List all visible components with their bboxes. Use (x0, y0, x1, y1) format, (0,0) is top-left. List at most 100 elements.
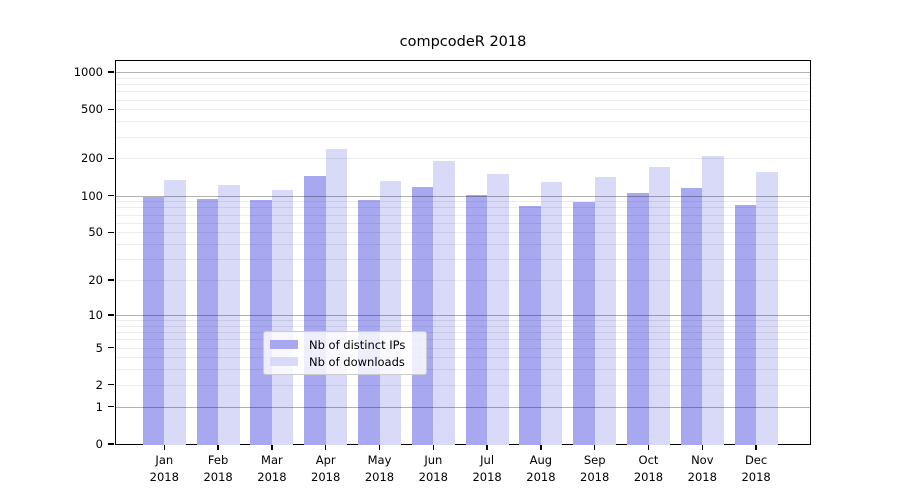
y-tick-label-200: 200 (81, 151, 103, 166)
bar-jun-distinct-ips (411, 187, 434, 445)
x-tick-month: Apr (315, 453, 336, 467)
x-tick-year: 2018 (203, 469, 233, 484)
x-tick-label-feb: Feb 2018 (186, 452, 250, 485)
x-tick-month: Jan (155, 453, 174, 467)
x-tick-label-sep: Sep 2018 (563, 452, 627, 485)
y-tick-20 (108, 279, 114, 281)
bar-sep-distinct-ips (573, 201, 595, 445)
x-tick-label-jun: Jun 2018 (401, 452, 465, 485)
x-tick-month: Jul (480, 453, 495, 467)
y-tick-10 (108, 314, 114, 316)
bar-sep-downloads (594, 176, 617, 445)
bar-nov-downloads (702, 155, 724, 445)
bar-mar-downloads (271, 189, 294, 445)
legend-swatch-distinct-ips (270, 340, 298, 349)
chart-title: compcodeR 2018 (399, 34, 527, 50)
x-tick-label-jul: Jul 2018 (455, 452, 519, 485)
plot-area (115, 60, 811, 445)
y-tick-100 (108, 194, 114, 197)
bar-oct-downloads (648, 166, 670, 445)
x-tick-label-apr: Apr 2018 (294, 452, 358, 485)
legend-row-downloads: Nb of downloads (270, 353, 420, 370)
y-tick-5 (108, 346, 114, 349)
legend-swatch-downloads (270, 357, 298, 366)
gridline-1000 (115, 72, 811, 73)
x-tick-year: 2018 (472, 469, 502, 484)
y-tick-label-2: 2 (95, 377, 103, 392)
x-tick-jul (486, 445, 488, 450)
y-tick-label-100: 100 (81, 188, 103, 203)
y-tick-1000 (108, 71, 114, 73)
gridline-600 (115, 99, 811, 101)
legend-row-distinct-ips: Nb of distinct IPs (270, 336, 420, 353)
bar-may-distinct-ips (358, 200, 380, 445)
bar-jan-distinct-ips (142, 196, 165, 445)
bar-mar-distinct-ips (250, 199, 272, 445)
y-tick-label-20: 20 (88, 273, 103, 288)
y-tick-label-50: 50 (88, 225, 103, 240)
y-tick-1 (108, 406, 114, 408)
x-tick-oct (647, 445, 650, 450)
x-tick-month: Sep (583, 453, 606, 467)
x-tick-may (378, 445, 381, 450)
bar-apr-distinct-ips (304, 175, 326, 445)
y-tick-label-1000: 1000 (73, 65, 103, 79)
x-tick-mar (271, 445, 273, 450)
bar-jul-distinct-ips (465, 194, 488, 445)
gridline-700 (115, 91, 811, 93)
x-tick-sep (594, 445, 596, 450)
x-tick-month: Oct (638, 453, 659, 467)
gridline-900 (115, 77, 811, 79)
x-tick-year: 2018 (311, 469, 341, 484)
bar-jan-downloads (164, 180, 186, 445)
x-tick-label-nov: Nov 2018 (670, 452, 734, 485)
x-tick-apr (325, 445, 327, 450)
x-tick-month: Aug (529, 453, 553, 467)
gridline-500 (115, 109, 811, 111)
bar-may-downloads (379, 180, 401, 445)
bar-jul-downloads (487, 174, 509, 445)
x-tick-year: 2018 (418, 469, 448, 484)
bar-jun-downloads (433, 160, 455, 445)
y-tick-label-500: 500 (81, 102, 103, 117)
y-tick-200 (108, 157, 114, 160)
x-tick-label-jan: Jan 2018 (132, 452, 196, 485)
x-tick-month: Mar (261, 453, 283, 467)
bar-nov-distinct-ips (680, 188, 703, 445)
y-tick-label-0: 0 (95, 437, 103, 451)
x-tick-year: 2018 (741, 469, 771, 484)
x-tick-month: Nov (691, 453, 714, 467)
bar-aug-distinct-ips (519, 206, 541, 445)
x-tick-year: 2018 (364, 469, 395, 484)
legend-label-downloads: Nb of downloads (309, 354, 405, 369)
gridline-800 (115, 84, 811, 85)
x-tick-year: 2018 (580, 469, 610, 484)
bar-oct-distinct-ips (627, 193, 649, 445)
legend: Nb of distinct IPs Nb of downloads (263, 331, 427, 375)
gridline-300 (115, 136, 811, 138)
x-tick-year: 2018 (687, 469, 717, 484)
x-tick-jan (163, 445, 165, 450)
x-tick-label-oct: Oct 2018 (617, 452, 681, 485)
bar-feb-distinct-ips (196, 199, 219, 445)
y-tick-50 (108, 231, 114, 233)
legend-label-distinct-ips: Nb of distinct IPs (309, 337, 406, 352)
bar-dec-distinct-ips (734, 204, 757, 445)
x-tick-aug (540, 445, 542, 450)
x-tick-jun (432, 445, 434, 450)
x-tick-year: 2018 (257, 469, 287, 484)
bar-aug-downloads (540, 181, 563, 445)
bar-apr-downloads (325, 149, 348, 445)
x-tick-label-dec: Dec 2018 (724, 452, 788, 485)
y-tick-2 (108, 384, 114, 386)
x-tick-year: 2018 (633, 469, 664, 484)
x-tick-month: Dec (744, 453, 768, 467)
x-tick-feb (217, 445, 219, 450)
gridline-400 (115, 121, 811, 123)
x-tick-month: Jun (424, 453, 443, 467)
y-tick-label-5: 5 (95, 340, 103, 355)
y-tick-0 (108, 443, 114, 445)
x-tick-dec (755, 445, 757, 450)
x-tick-label-aug: Aug 2018 (509, 452, 573, 485)
